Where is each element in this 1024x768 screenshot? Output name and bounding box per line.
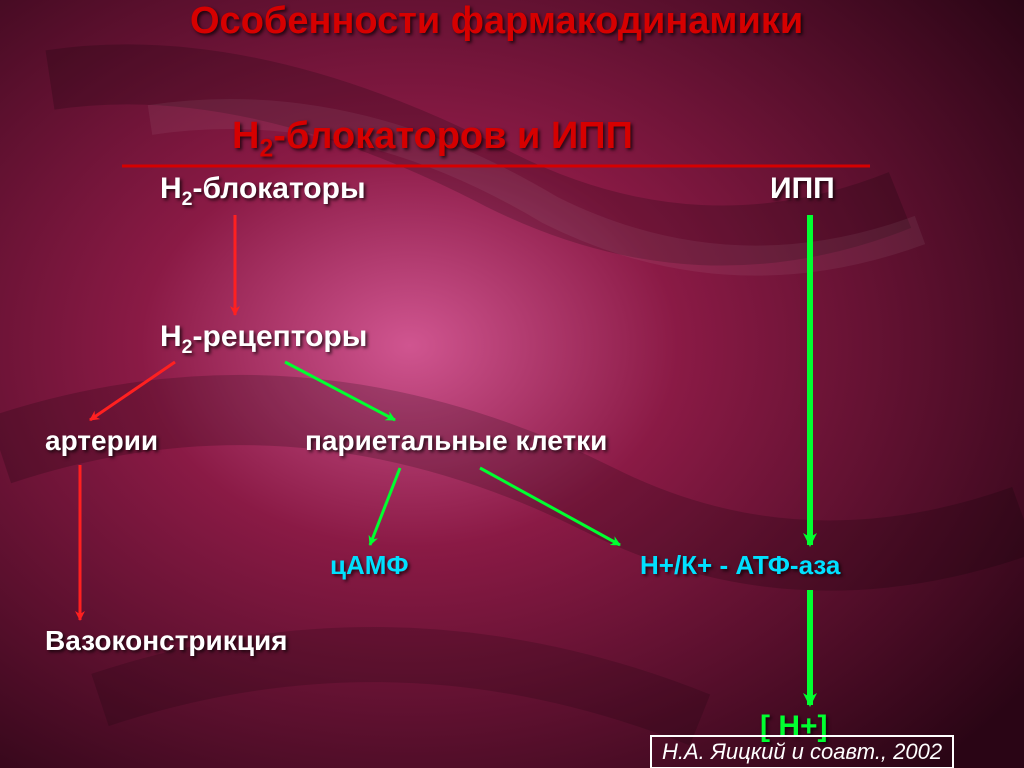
- title-line2-rest: -блокаторов и ИПП: [273, 115, 633, 157]
- citation-text: Н.А. Яицкий и соавт., 2002: [662, 739, 942, 764]
- node-camp: цАМФ: [330, 550, 409, 581]
- title-line2-sub: 2: [259, 136, 273, 163]
- title-line1: Особенности фармакодинамики: [190, 0, 803, 43]
- node-atpase: Н+/К+ - АТФ-аза: [640, 550, 840, 581]
- title-line2: Н2-блокаторов и ИПП: [232, 115, 633, 164]
- node-vasoconstriction: Вазоконстрикция: [45, 625, 288, 657]
- node-arteries: артерии: [45, 425, 158, 457]
- node-h2-receptors: Н2-рецепторы: [160, 320, 367, 359]
- node-h2-blockers: Н2-блокаторы: [160, 172, 366, 211]
- title-line2-prefix: Н: [232, 115, 259, 157]
- node-ipp: ИПП: [770, 172, 835, 206]
- citation-box: Н.А. Яицкий и соавт., 2002: [650, 735, 954, 768]
- node-parietal-cells: париетальные клетки: [305, 425, 607, 457]
- slide-root: Особенности фармакодинамики Н2-блокаторо…: [0, 0, 1024, 768]
